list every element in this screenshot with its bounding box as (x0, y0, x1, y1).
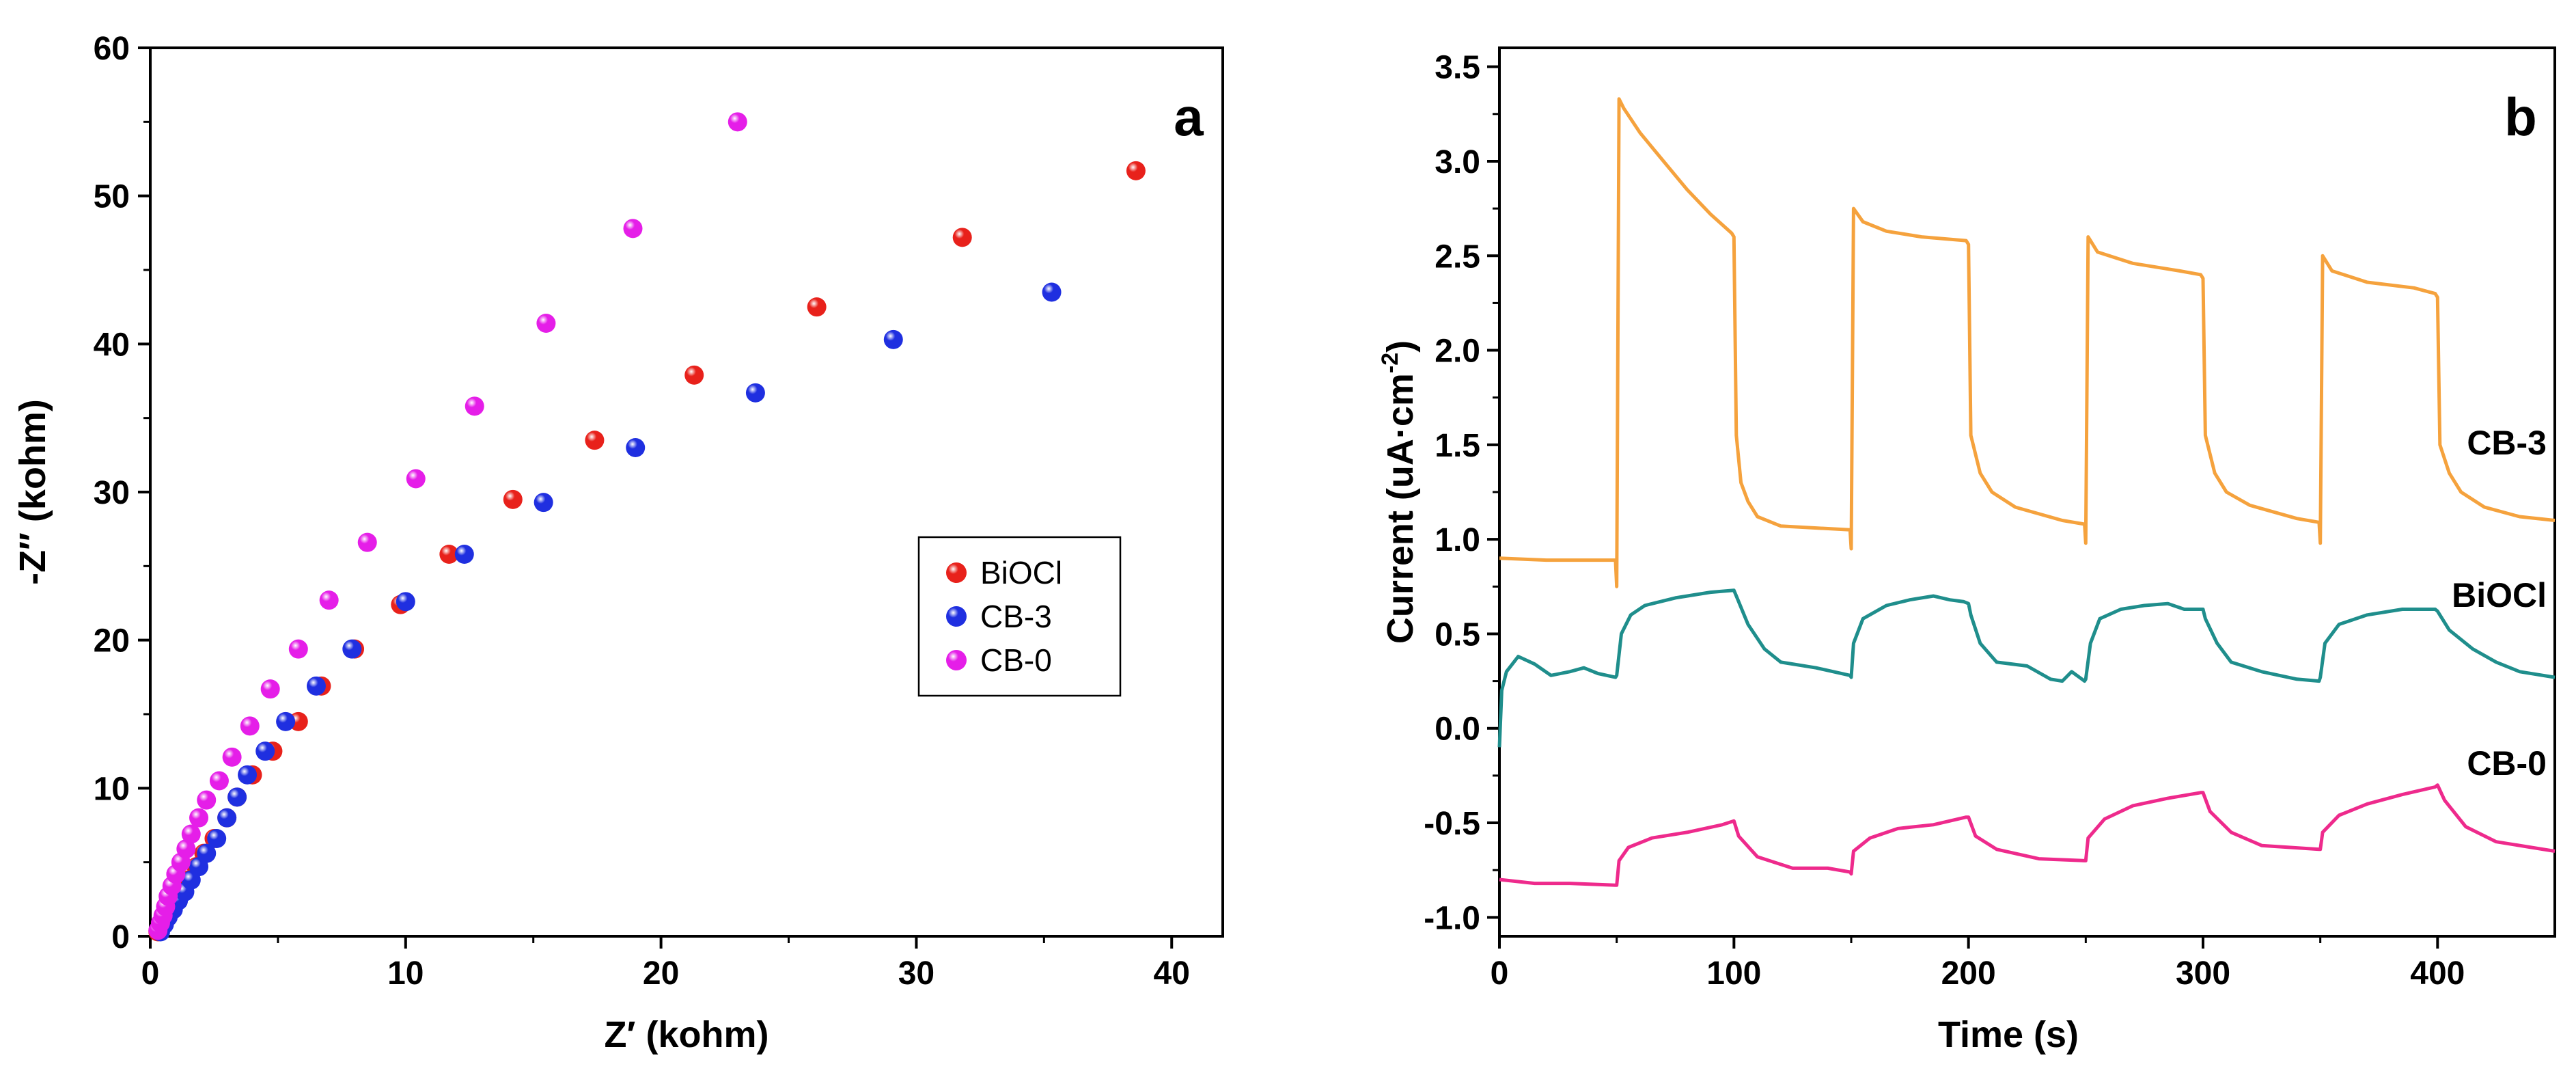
data-point-cb-3 (217, 808, 237, 828)
panel-b-label: b (2504, 87, 2537, 147)
data-point-cb-0 (197, 790, 217, 810)
data-point-cb-0 (623, 219, 643, 239)
data-point-cb-0 (465, 396, 484, 416)
data-point-cb-3 (1042, 282, 1062, 302)
data-point-biocl (807, 297, 827, 317)
legend-marker-cb3 (946, 606, 967, 627)
data-point-cb-0 (209, 771, 229, 791)
panel-b-plot-frame (1498, 46, 2556, 938)
data-point-cb-0 (357, 532, 377, 552)
panel-b-y-tick-label: -0.5 (1424, 806, 1480, 842)
data-point-cb-3 (255, 741, 275, 761)
data-point-cb-3 (207, 829, 227, 848)
panel-b-y-tick-label: 3.0 (1435, 144, 1480, 180)
data-point-cb-0 (181, 824, 201, 844)
data-point-cb-3 (396, 592, 415, 612)
legend-label-cb3: CB-3 (980, 599, 1052, 634)
data-point-biocl (503, 489, 523, 509)
data-point-cb-3 (745, 383, 765, 403)
data-point-cb-3 (342, 639, 362, 659)
panel-a-y-tick-label: 30 (94, 475, 130, 511)
panel-b-y-tick-label: 2.5 (1435, 239, 1480, 275)
data-point-cb-3 (883, 329, 903, 349)
panel-b-x-tick-label: 200 (1941, 955, 1996, 992)
panel-b-current-chart: 0 100 200 300 400 -1.0 -0.5 0.0 0.5 1.0 1.5 2.0 2.5 3… (1377, 46, 2556, 1055)
panel-b-x-tick-label: 400 (2410, 955, 2465, 992)
data-point-biocl (952, 228, 972, 247)
panel-a-x-tick-label: 10 (387, 955, 424, 992)
panel-a-y-tick-label: 40 (94, 327, 130, 363)
data-point-cb-0 (189, 808, 209, 828)
curve-label-bioci: BiOCl (2452, 576, 2547, 614)
panel-b-y-tick-label: -1.0 (1424, 900, 1480, 936)
data-point-cb-3 (534, 493, 553, 513)
panel-a-legend: BiOCl CB-3 CB-0 (917, 536, 1122, 697)
panel-b-y-tick-label: 1.0 (1435, 522, 1480, 558)
curve-label-cb0: CB-0 (2467, 744, 2547, 783)
series-cb-0-points (148, 112, 747, 940)
data-point-cb-3 (238, 765, 258, 785)
panel-b-x-tick-label: 300 (2176, 955, 2230, 992)
panel-b-y-tick-label: 0.0 (1435, 711, 1480, 748)
data-point-cb-0 (728, 112, 747, 132)
panel-a-y-axis-title: -Z″ (kohm) (12, 399, 53, 585)
data-point-cb-3 (454, 545, 474, 564)
data-point-cb-0 (240, 716, 260, 736)
panel-a-label: a (1174, 87, 1204, 147)
panel-a-y-tick-label: 0 (111, 919, 130, 955)
panel-a-data-points (148, 112, 1146, 942)
data-point-biocl (439, 545, 459, 564)
data-point-cb-0 (319, 590, 339, 610)
panel-a-y-tick-label: 10 (94, 771, 130, 807)
data-point-cb-3 (276, 711, 296, 731)
panel-b-ticks: 0 100 200 300 400 -1.0 -0.5 0.0 0.5 1.0 1.5 2.0 2.5 3… (1424, 50, 2465, 992)
panel-a-plot-frame (149, 46, 1224, 938)
legend-marker-bioci (946, 562, 967, 583)
data-point-cb-0 (288, 639, 308, 659)
data-point-biocl (585, 431, 605, 450)
panel-b-data-lines (1497, 97, 2556, 887)
data-point-cb-0 (222, 747, 242, 767)
panel-a-x-axis-title: Z′ (kohm) (605, 1014, 769, 1055)
panel-b-x-tick-label: 0 (1491, 955, 1509, 992)
data-point-biocl (1126, 161, 1146, 180)
legend-label-cb0: CB-0 (980, 642, 1052, 678)
panel-a-y-tick-label: 20 (94, 623, 130, 659)
panel-b-y-axis-title-superscript: -2 (1377, 353, 1403, 373)
panel-b-y-tick-label: 0.5 (1435, 616, 1480, 653)
series-line-cb-3 (1499, 97, 2556, 588)
data-point-cb-0 (176, 839, 196, 859)
series-line-biocl (1497, 588, 2556, 748)
data-point-cb-0 (260, 679, 280, 699)
panel-a-impedance-chart: 0 10 20 30 40 0 10 20 30 40 50 60 a Z′ (kohm) -Z″ (… (12, 31, 1224, 1055)
panel-b-y-axis-title-main: Current (uA·cm (1380, 373, 1421, 644)
panel-a-x-tick-label: 40 (1154, 955, 1190, 992)
panel-b-y-axis-title: Current (uA·cm-2) (1377, 340, 1421, 644)
data-point-cb-3 (227, 787, 247, 807)
curve-label-cb3: CB-3 (2467, 424, 2547, 462)
panel-a-x-tick-label: 20 (643, 955, 679, 992)
data-point-biocl (684, 365, 704, 385)
panel-b-y-tick-label: 3.5 (1435, 50, 1480, 86)
series-line-cb-0 (1499, 783, 2556, 887)
panel-a-y-tick-label: 60 (94, 31, 130, 67)
panel-a-ticks: 0 10 20 30 40 0 10 20 30 40 50 60 (94, 31, 1190, 992)
data-point-cb-0 (536, 314, 556, 333)
panel-a-y-tick-label: 50 (94, 179, 130, 215)
panel-a-x-tick-label: 30 (898, 955, 934, 992)
legend-label-bioci: BiOCl (980, 555, 1062, 590)
panel-b-y-tick-label: 1.5 (1435, 428, 1480, 464)
panel-b-x-axis-title: Time (s) (1938, 1014, 2079, 1055)
data-point-cb-0 (406, 469, 426, 489)
data-point-cb-3 (306, 676, 326, 696)
panel-b-x-tick-label: 100 (1706, 955, 1761, 992)
data-point-cb-3 (197, 843, 217, 863)
panel-a-x-tick-label: 0 (141, 955, 160, 992)
panel-b-y-axis-title-close: ) (1380, 340, 1421, 353)
panel-b-y-tick-label: 2.0 (1435, 334, 1480, 370)
data-point-cb-3 (626, 438, 646, 457)
legend-marker-cb0 (946, 650, 967, 670)
